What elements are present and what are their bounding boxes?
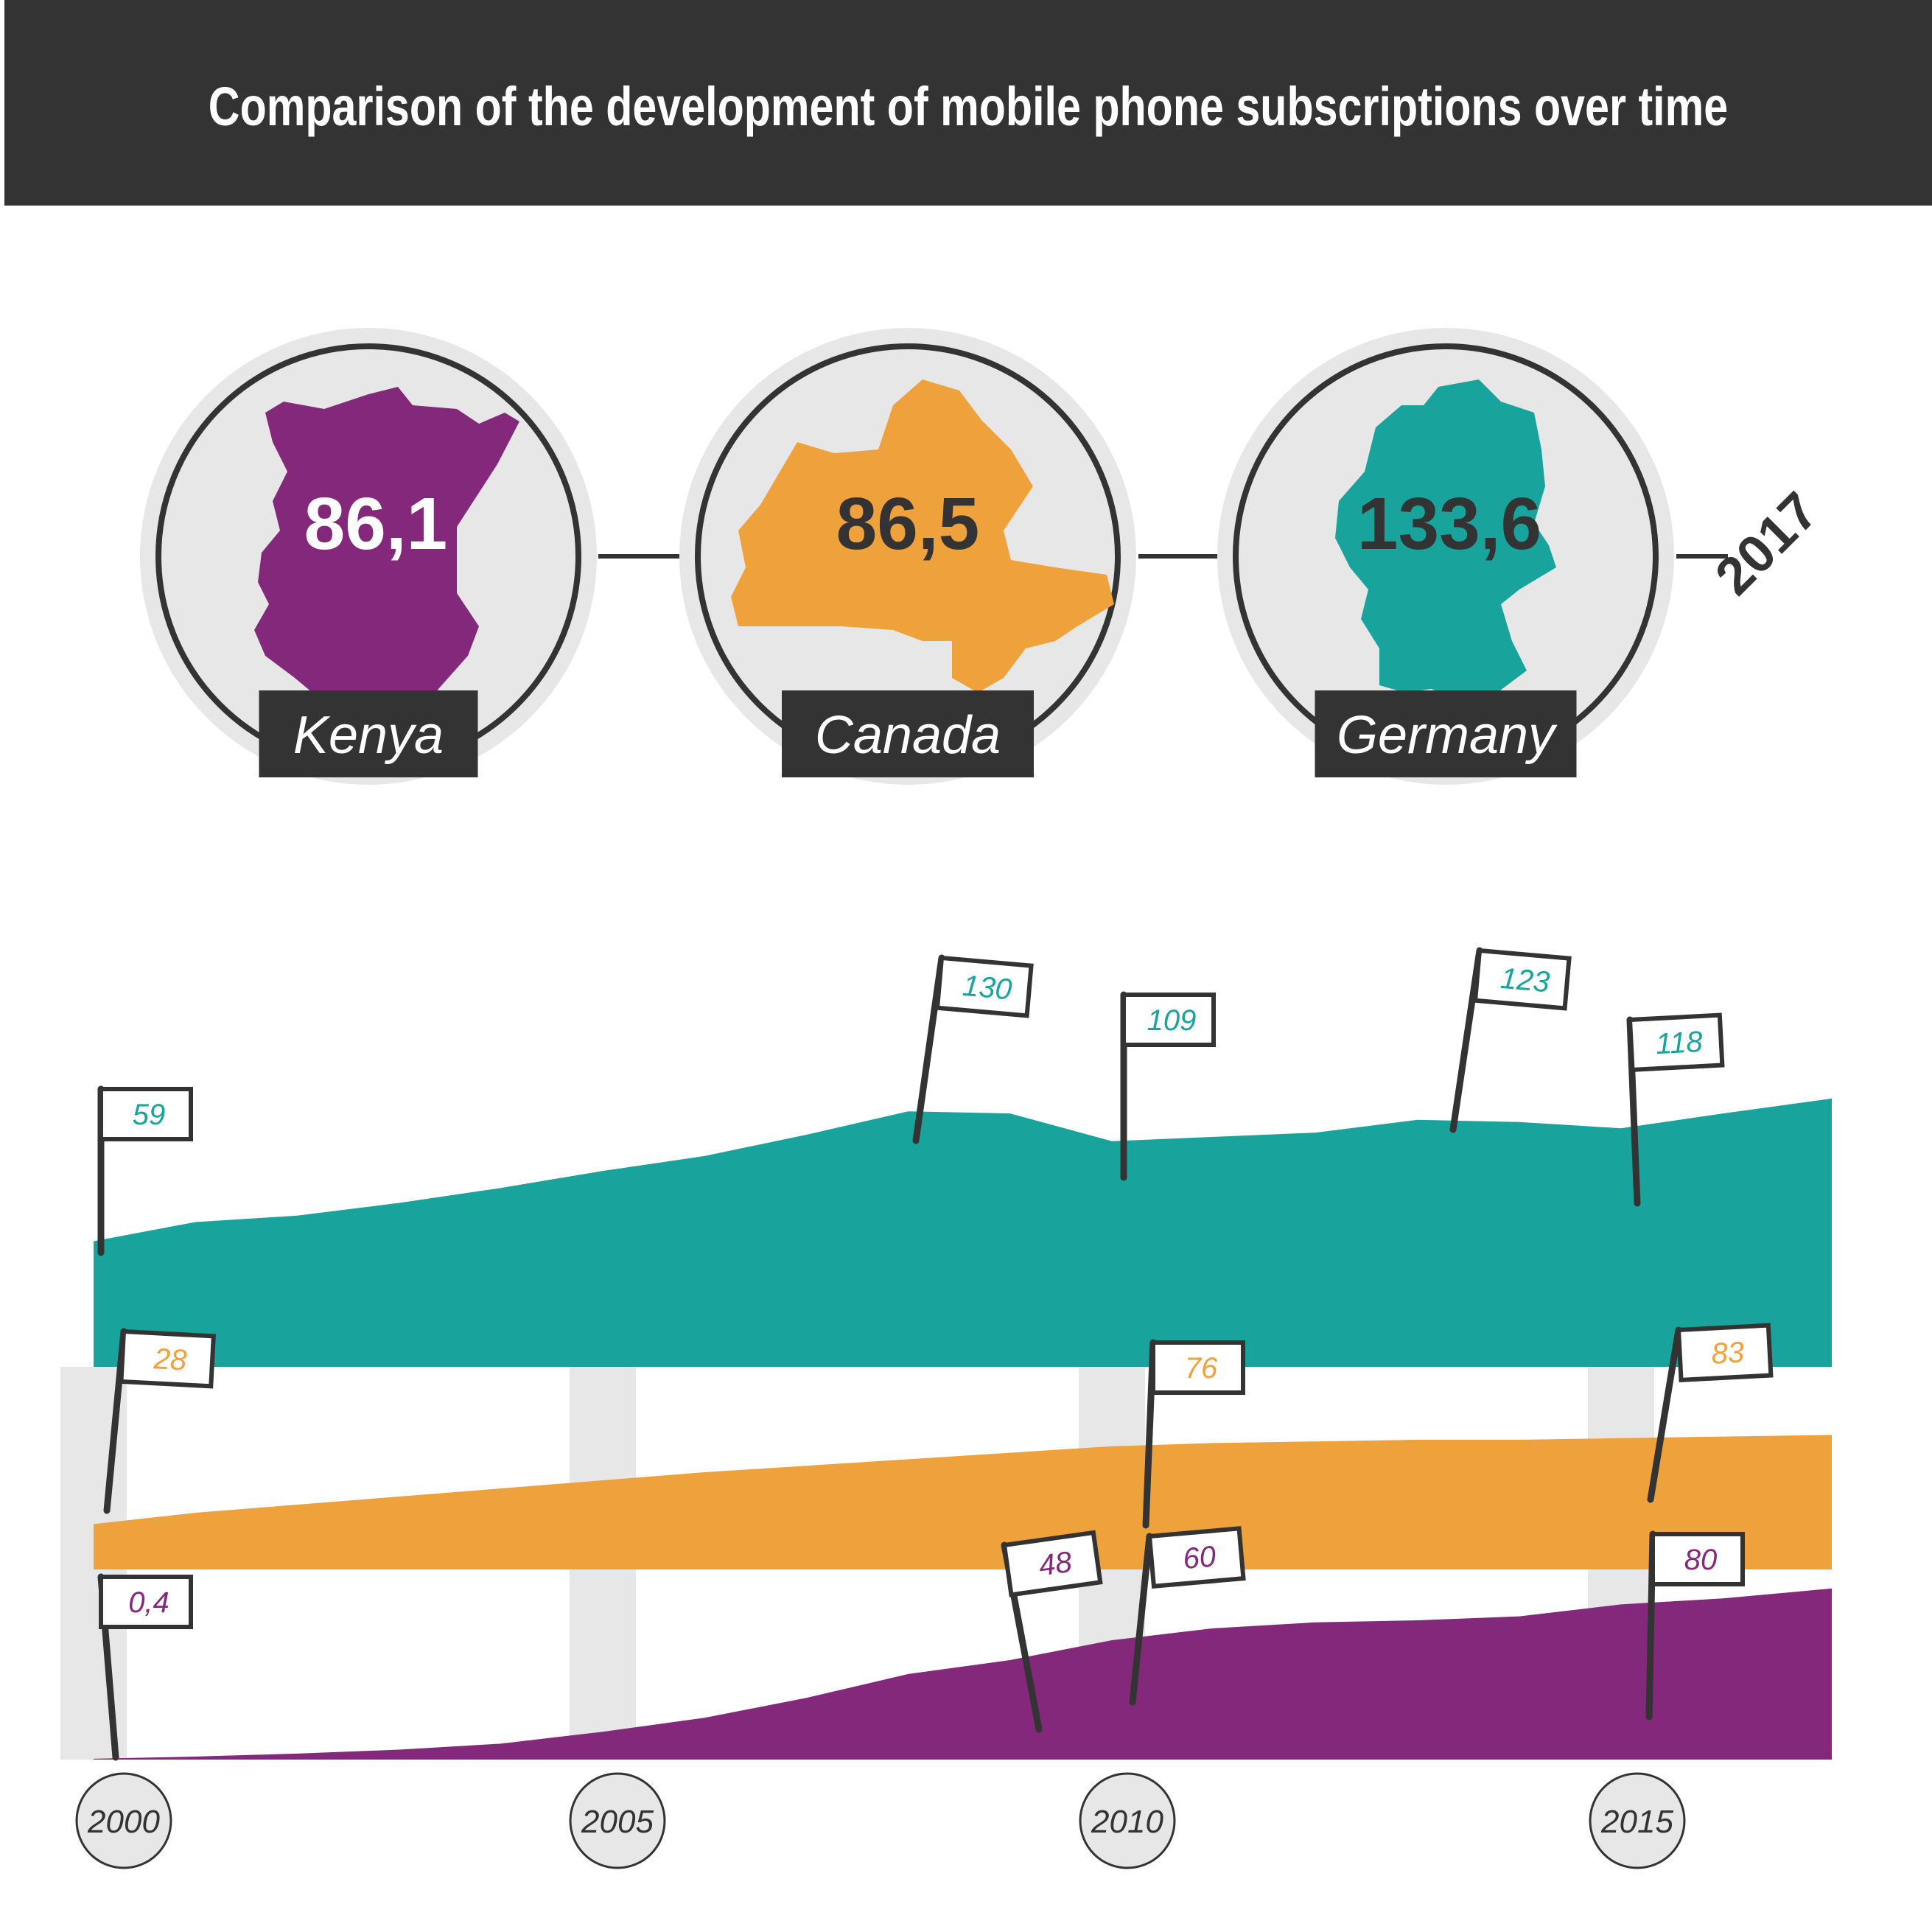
area-series [94, 1098, 1832, 1760]
country-label-box [782, 690, 1034, 777]
germany-map-icon [1335, 379, 1556, 700]
x-tick-label: 2000 [87, 1804, 160, 1840]
flag-label: 123 [1499, 962, 1551, 999]
x-axis-ticks: 2000 2005 2010 2015 [75, 1772, 1686, 1869]
x-tick-2000: 2000 [75, 1772, 172, 1869]
flag-box [1676, 1323, 1774, 1383]
country-circle-kenya: 86,1 Kenya [140, 328, 597, 785]
country-circles: 86,1 Kenya 86,5 Canada 133,6 Germany [140, 328, 1674, 785]
header-bar: Comparison of the development of mobile … [4, 0, 1932, 206]
flag-kenya-2015: 80 [1645, 1530, 1745, 1721]
flag-canada-2000: 28 [103, 1328, 216, 1514]
country-circle-canada: 86,5 Canada [679, 328, 1136, 785]
flag-label: 59 [133, 1099, 166, 1131]
flag-banner: 59 [99, 1087, 193, 1141]
country-name-kenya: Kenya [293, 706, 444, 765]
x-tick-circle [1589, 1772, 1686, 1869]
flag-germany-2015: 118 [1626, 1012, 1725, 1207]
kenya-map-icon [254, 387, 519, 774]
flag-box [1121, 993, 1216, 1047]
flag-banner: 109 [1121, 993, 1216, 1047]
x-tick-circle [569, 1772, 666, 1869]
flag-label: 83 [1710, 1336, 1745, 1370]
flag-box [1151, 1340, 1245, 1395]
flag-canada-2015: 83 [1647, 1323, 1774, 1503]
flag-box [99, 1575, 193, 1629]
flag-box [119, 1329, 216, 1389]
country-label-box [259, 690, 478, 777]
flag-label: 130 [962, 970, 1013, 1007]
x-tick-2010: 2010 [1079, 1772, 1176, 1869]
x-tick-label: 2015 [1600, 1804, 1673, 1840]
flag-box [1627, 1012, 1725, 1073]
area-kenya [94, 1588, 1832, 1760]
flag-banner: 123 [1472, 948, 1572, 1011]
flag-box [99, 1087, 193, 1141]
country-name-germany: Germany [1337, 706, 1558, 765]
flag-label: 109 [1147, 1004, 1197, 1037]
flag-banner: 60 [1147, 1526, 1246, 1589]
value-flags: 59 130 109 123 118 28 76 83 0,4 48 60 80 [97, 947, 1774, 1761]
flag-banner: 76 [1151, 1340, 1245, 1395]
flag-box [1001, 1530, 1103, 1597]
value-2017-canada: 86,5 [836, 483, 980, 565]
flag-canada-2010: 76 [1142, 1339, 1245, 1529]
flag-banner: 83 [1676, 1323, 1774, 1383]
canada-map-icon [731, 379, 1114, 693]
flag-label: 28 [153, 1343, 188, 1376]
flag-pole [1129, 1533, 1153, 1706]
flag-kenya-2000: 0,4 [97, 1573, 193, 1761]
x-tick-label: 2005 [581, 1804, 654, 1840]
flag-germany-2008: 130 [912, 954, 1034, 1144]
flag-banner: 80 [1651, 1532, 1745, 1586]
value-2017-germany: 133,6 [1357, 483, 1541, 565]
x-tick-2015: 2015 [1589, 1772, 1686, 1869]
country-circle-germany: 133,6 Germany [1217, 328, 1674, 785]
flag-box [934, 955, 1034, 1018]
flag-box [1651, 1532, 1745, 1586]
x-tick-circle [1079, 1772, 1176, 1869]
area-canada [94, 1435, 1832, 1569]
flag-label: 76 [1185, 1352, 1218, 1385]
value-2017-kenya: 86,1 [304, 483, 448, 565]
flag-pole [1647, 1326, 1682, 1503]
flag-label: 48 [1037, 1546, 1074, 1583]
chart-title: Comparison of the development of mobile … [208, 76, 1729, 137]
flag-germany-2000: 59 [97, 1085, 193, 1256]
country-name-canada: Canada [815, 706, 1001, 765]
x-tick-label: 2010 [1091, 1804, 1163, 1840]
year-label-2017: 2017 [1704, 481, 1830, 606]
x-tick-2005: 2005 [569, 1772, 666, 1869]
flag-label: 60 [1182, 1540, 1217, 1575]
area-germany [94, 1098, 1832, 1367]
flag-box [1472, 948, 1572, 1011]
flag-germany-2010: 109 [1120, 991, 1216, 1181]
flag-box [1147, 1526, 1246, 1589]
flag-kenya-2010: 60 [1129, 1526, 1246, 1706]
flag-label: 0,4 [128, 1586, 169, 1619]
flag-label: 118 [1655, 1026, 1704, 1060]
flag-label: 80 [1684, 1544, 1718, 1576]
flag-kenya-2009: 48 [1001, 1530, 1103, 1733]
flag-germany-2013: 123 [1449, 947, 1572, 1133]
flag-banner: 118 [1627, 1012, 1725, 1073]
flag-banner: 28 [119, 1329, 216, 1389]
x-tick-circle [75, 1772, 172, 1869]
country-label-box [1315, 690, 1577, 777]
flag-banner: 0,4 [99, 1575, 193, 1629]
flag-banner: 48 [1001, 1530, 1103, 1597]
flag-banner: 130 [934, 955, 1034, 1018]
